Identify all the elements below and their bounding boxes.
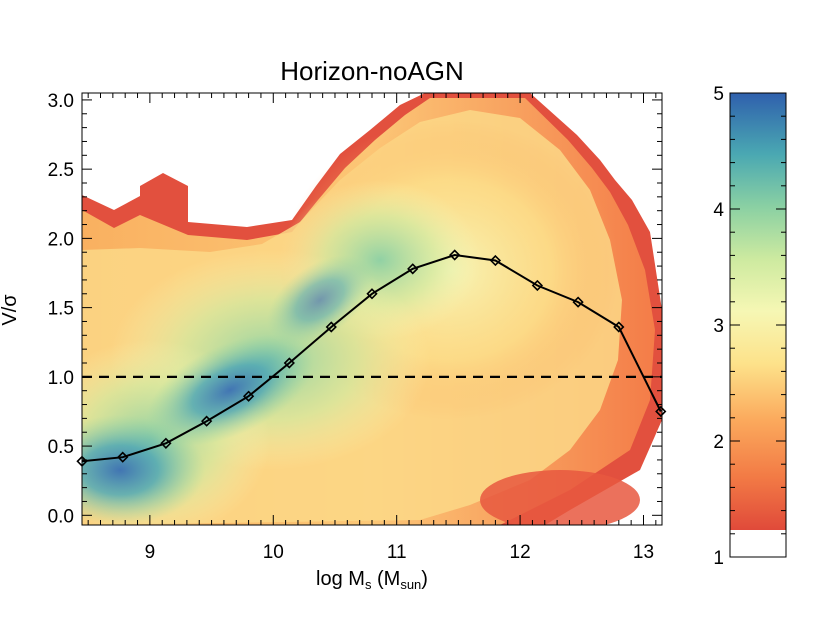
x-tick-labels: 9 10 11 12 13 bbox=[145, 542, 654, 563]
y-axis-label: V/σ bbox=[0, 294, 21, 326]
series-point bbox=[242, 390, 255, 402]
x-axis-label: log Ms (Msun) bbox=[316, 568, 428, 592]
y-tick-labels: 0.0 0.5 1.0 1.5 2.0 2.5 3.0 bbox=[48, 91, 74, 527]
y-tick-label: 2.5 bbox=[48, 160, 74, 181]
y-tick-label: 3.0 bbox=[48, 91, 74, 112]
series-point bbox=[117, 451, 129, 463]
colorbar-tick-label: 3 bbox=[713, 316, 724, 337]
blue-blob-right bbox=[266, 255, 374, 345]
colorbar-tick-label: 1 bbox=[713, 548, 724, 569]
colorbar-tick-label: 4 bbox=[713, 200, 724, 221]
colorbar-white bbox=[730, 530, 786, 557]
chart-title: Horizon-noAGN bbox=[280, 56, 464, 86]
y-tick-label: 1.0 bbox=[48, 368, 74, 389]
y-tick-label: 0.5 bbox=[48, 437, 74, 458]
series-point bbox=[407, 263, 419, 275]
series-point bbox=[325, 321, 337, 333]
series-point bbox=[449, 249, 461, 261]
x-tick-label: 12 bbox=[510, 542, 531, 563]
series-point bbox=[366, 288, 378, 300]
series-point bbox=[655, 405, 667, 418]
series-point bbox=[613, 321, 625, 333]
series-point bbox=[201, 415, 213, 427]
y-tick-label: 1.5 bbox=[48, 299, 74, 320]
series-markers bbox=[76, 249, 667, 467]
series-point bbox=[489, 254, 502, 267]
series-point bbox=[76, 455, 88, 467]
colorbar-fill bbox=[730, 93, 786, 530]
colorbar-tick-label: 5 bbox=[713, 84, 724, 105]
red-bottom-right bbox=[480, 470, 640, 525]
x-tick-label: 11 bbox=[387, 542, 407, 563]
series-point bbox=[531, 279, 543, 292]
x-tick-label: 9 bbox=[145, 542, 156, 563]
colorbar-ticks bbox=[730, 92, 786, 558]
density-field bbox=[82, 93, 662, 525]
series-point bbox=[160, 437, 172, 449]
blue-blob-mid bbox=[146, 334, 314, 446]
x-tick-label: 10 bbox=[263, 542, 284, 563]
colorbar-labels: 1 2 3 4 5 bbox=[713, 84, 724, 569]
series-line bbox=[81, 253, 662, 463]
x-tick-label: 13 bbox=[633, 542, 654, 563]
y-tick-label: 0.0 bbox=[48, 506, 74, 527]
y-tick-label: 2.0 bbox=[48, 229, 74, 250]
series-point bbox=[572, 296, 584, 308]
series-point bbox=[283, 357, 295, 369]
colorbar-tick-label: 2 bbox=[713, 432, 724, 453]
